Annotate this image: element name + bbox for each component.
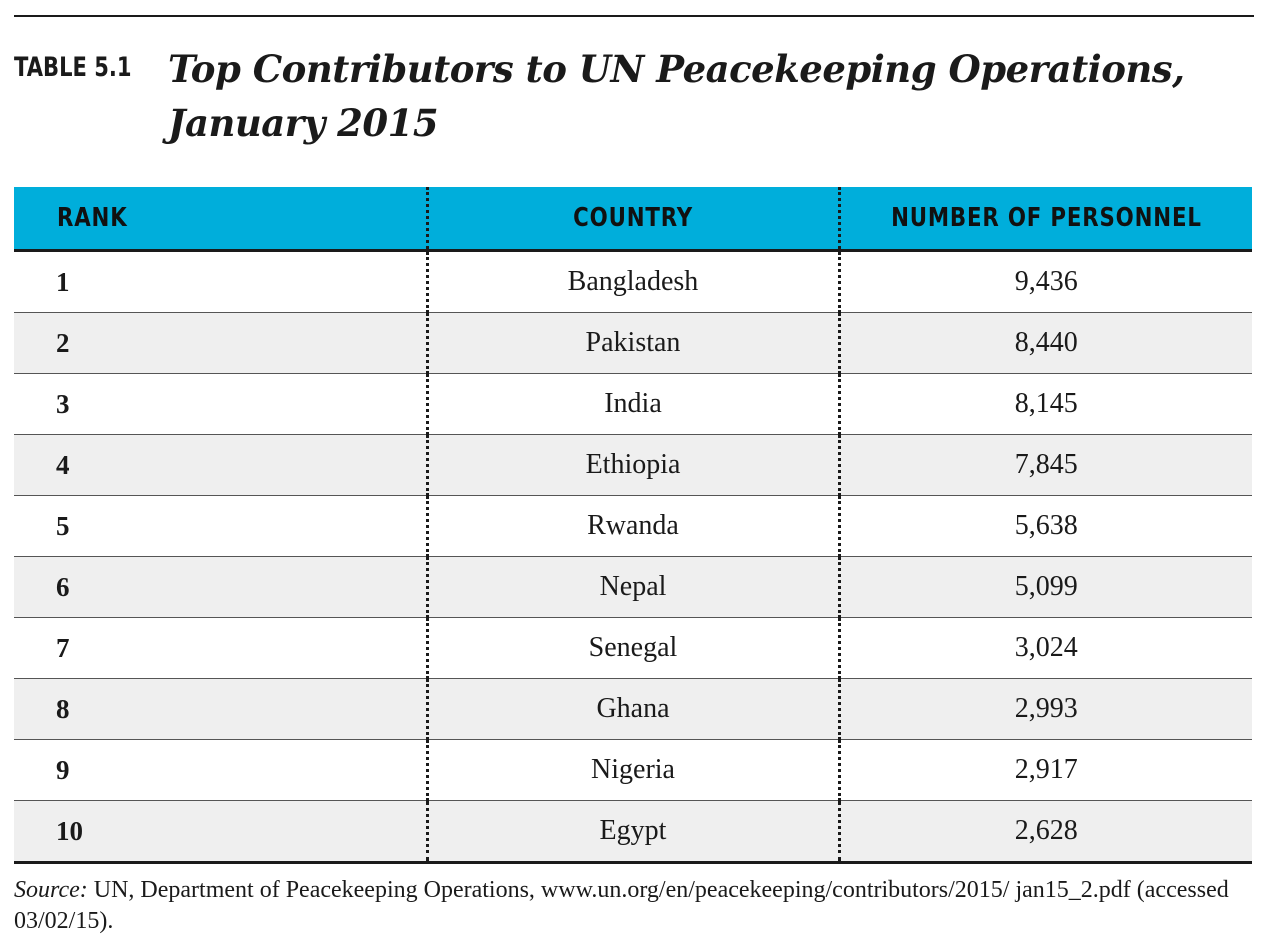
country-cell: India <box>425 373 839 435</box>
table-row: 2 Pakistan 8,440 <box>14 312 1252 374</box>
country-cell: Pakistan <box>425 312 839 374</box>
rank-cell: 9 <box>14 739 427 801</box>
column-header-personnel: NUMBER OF PERSONNEL <box>837 187 1252 252</box>
personnel-cell: 2,917 <box>837 739 1252 801</box>
country-cell: Senegal <box>425 617 839 679</box>
rank-cell: 1 <box>14 250 427 313</box>
table-header: RANK COUNTRY NUMBER OF PERSONNEL <box>14 187 1252 252</box>
table-row: 1 Bangladesh 9,436 <box>14 250 1252 313</box>
table-title: Top Contributors to UN Peacekeeping Oper… <box>168 47 1185 145</box>
table-row: 8 Ghana 2,993 <box>14 678 1252 740</box>
personnel-cell: 5,638 <box>837 495 1252 557</box>
rank-cell: 6 <box>14 556 427 618</box>
column-header-rank: RANK <box>14 187 427 252</box>
country-cell: Nepal <box>425 556 839 618</box>
rank-cell: 3 <box>14 373 427 435</box>
rank-cell: 8 <box>14 678 427 740</box>
table-body: 1 Bangladesh 9,436 2 Pakistan 8,440 3 In… <box>14 250 1252 864</box>
country-cell: Ethiopia <box>425 434 839 496</box>
rank-cell: 10 <box>14 800 427 864</box>
personnel-cell: 8,440 <box>837 312 1252 374</box>
personnel-cell: 2,993 <box>837 678 1252 740</box>
country-cell: Nigeria <box>425 739 839 801</box>
table-label: TABLE 5.1 <box>14 52 132 83</box>
country-cell: Bangladesh <box>425 250 839 313</box>
personnel-cell: 7,845 <box>837 434 1252 496</box>
rank-cell: 2 <box>14 312 427 374</box>
personnel-cell: 5,099 <box>837 556 1252 618</box>
rank-cell: 5 <box>14 495 427 557</box>
rank-cell: 7 <box>14 617 427 679</box>
table-header-row: RANK COUNTRY NUMBER OF PERSONNEL <box>14 187 1252 252</box>
country-cell: Egypt <box>425 800 839 864</box>
personnel-cell: 3,024 <box>837 617 1252 679</box>
top-rule <box>14 15 1254 17</box>
rank-cell: 4 <box>14 434 427 496</box>
table-row: 5 Rwanda 5,638 <box>14 495 1252 557</box>
table-row: 9 Nigeria 2,917 <box>14 739 1252 801</box>
table-row: 10 Egypt 2,628 <box>14 800 1252 864</box>
table-row: 7 Senegal 3,024 <box>14 617 1252 679</box>
personnel-cell: 9,436 <box>837 250 1252 313</box>
contributors-table: RANK COUNTRY NUMBER OF PERSONNEL 1 Bangl… <box>14 187 1252 864</box>
table-row: 6 Nepal 5,099 <box>14 556 1252 618</box>
personnel-cell: 2,628 <box>837 800 1252 864</box>
column-header-country: COUNTRY <box>425 187 839 252</box>
source-label: Source: <box>14 877 88 903</box>
table-row: 4 Ethiopia 7,845 <box>14 434 1252 496</box>
table-row: 3 India 8,145 <box>14 373 1252 435</box>
country-cell: Ghana <box>425 678 839 740</box>
source-text: UN, Department of Peacekeeping Operation… <box>14 877 1229 934</box>
personnel-cell: 8,145 <box>837 373 1252 435</box>
country-cell: Rwanda <box>425 495 839 557</box>
source-note: Source: UN, Department of Peacekeeping O… <box>14 875 1244 937</box>
